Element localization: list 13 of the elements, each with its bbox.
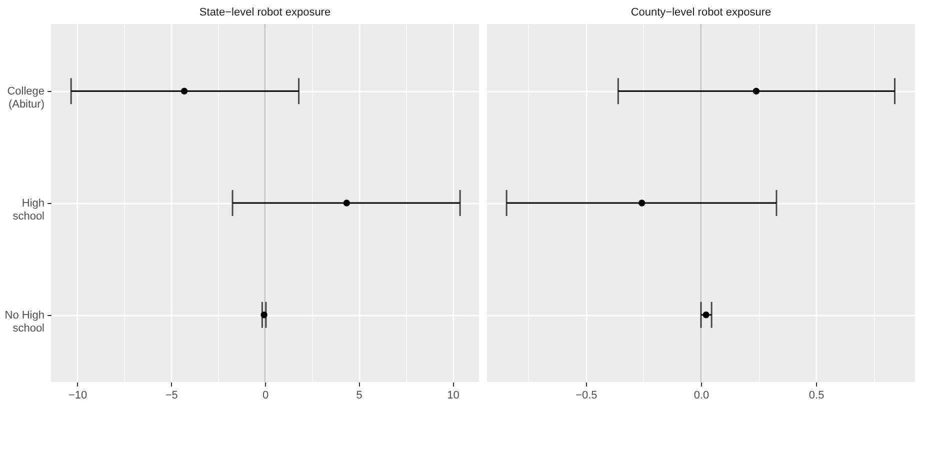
x-tick-label: 5 <box>356 390 362 402</box>
y-tick-label: No High school <box>4 309 44 334</box>
x-tick-label: 0 <box>262 390 269 402</box>
x-tick-label: 10 <box>447 390 460 402</box>
chart-title: County−level robot exposure <box>630 6 772 18</box>
y-tick-label: High school <box>12 198 44 222</box>
y-tick-label: College (Abitur) <box>7 86 44 111</box>
chart-title: State−level robot exposure <box>199 6 331 18</box>
x-tick-label: −0.5 <box>576 390 598 402</box>
x-tick-label: −10 <box>68 390 88 402</box>
x-tick-label: −5 <box>165 390 178 402</box>
x-tick-label: 0.0 <box>694 390 710 402</box>
x-tick-label: 0.5 <box>808 390 824 402</box>
